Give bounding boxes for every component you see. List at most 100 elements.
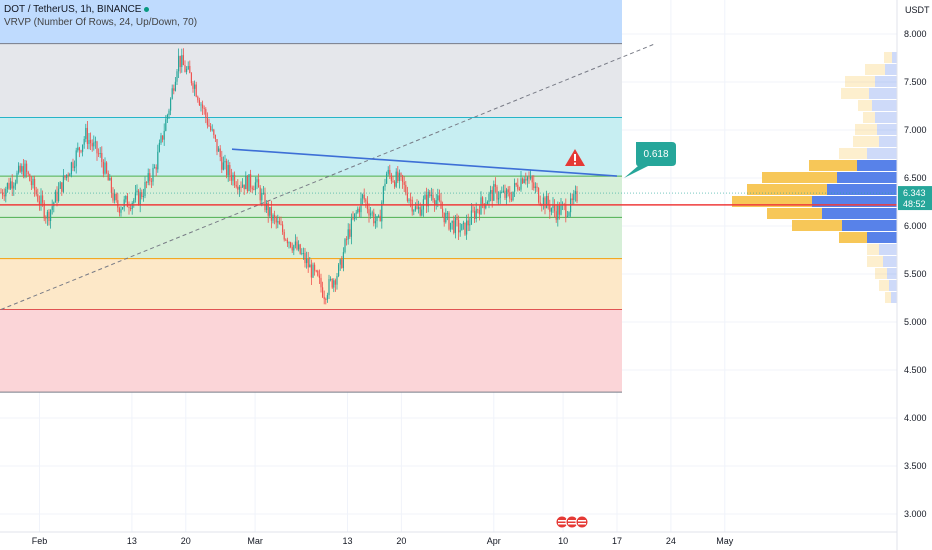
candle-body xyxy=(576,191,578,202)
candle-body xyxy=(454,217,456,233)
candle-body xyxy=(182,55,184,66)
candle-body xyxy=(438,195,440,201)
candle-body xyxy=(507,189,509,193)
candle-body xyxy=(322,287,324,297)
candle-body xyxy=(264,192,266,211)
candle-body xyxy=(466,220,468,235)
volume-bar-down xyxy=(885,292,891,303)
candles[interactable] xyxy=(0,48,578,305)
candle-body xyxy=(272,215,274,221)
candle-body xyxy=(406,193,408,201)
volume-bar-up xyxy=(879,136,897,147)
candle-body xyxy=(291,247,293,251)
candle-body xyxy=(96,141,98,154)
current-price-tag-bg xyxy=(898,186,932,211)
time-axis[interactable]: Feb 13 20 Mar 13 20 Apr 10 17 24 May xyxy=(0,531,897,546)
candle-body xyxy=(331,278,333,288)
candle-body xyxy=(160,135,162,143)
candle-body xyxy=(435,200,437,206)
candle-body xyxy=(98,153,100,155)
candle-body xyxy=(550,208,552,212)
candle-body xyxy=(238,186,240,190)
candle-body xyxy=(461,224,463,231)
flag-stripe xyxy=(558,523,566,525)
candle-body xyxy=(179,55,181,68)
time-tick-label: 20 xyxy=(181,536,191,546)
candle-body xyxy=(174,81,176,91)
candle-body xyxy=(555,211,557,220)
candle-body xyxy=(219,148,221,157)
candle-body xyxy=(11,181,13,189)
candle-body xyxy=(216,138,218,152)
candle-body xyxy=(192,83,194,89)
candle-body xyxy=(350,218,352,237)
candle-body xyxy=(120,209,122,213)
candle-body xyxy=(370,213,372,216)
volume-bar-down xyxy=(863,112,875,123)
candle-body xyxy=(5,188,7,197)
price-axis-currency: USDT xyxy=(905,5,930,15)
price-axis[interactable]: USDT 8.000 7.500 7.000 6.500 6.000 5.500 5.000 4… xyxy=(896,0,930,550)
candle-body xyxy=(488,193,490,202)
candle-body xyxy=(299,244,301,254)
candle-body xyxy=(66,174,68,178)
warning-mark-dot xyxy=(574,162,576,165)
candle-body xyxy=(114,193,116,201)
candle-body xyxy=(477,209,479,211)
candle-body xyxy=(523,179,525,184)
candle-body xyxy=(237,186,239,190)
candle-body xyxy=(315,270,317,272)
candle-body xyxy=(248,174,250,192)
candle-body xyxy=(27,171,29,175)
candle-body xyxy=(298,244,300,250)
candle-body xyxy=(229,165,231,176)
candle-body xyxy=(515,183,517,185)
candle-body xyxy=(126,196,128,208)
candle-body xyxy=(43,202,45,219)
candle-body xyxy=(62,175,64,192)
candle-body xyxy=(312,264,314,278)
fib-band xyxy=(0,0,622,44)
candle-body xyxy=(446,212,448,214)
candle-body xyxy=(154,167,156,169)
candle-body xyxy=(146,182,148,183)
candle-body xyxy=(442,208,444,213)
candle-body xyxy=(144,182,146,196)
fib-retracement[interactable] xyxy=(0,0,622,393)
candle-body xyxy=(77,147,79,151)
candle-body xyxy=(235,185,237,187)
candle-body xyxy=(336,276,338,285)
warning-mark-bar xyxy=(574,154,576,161)
candle-body xyxy=(206,117,208,126)
candle-body xyxy=(240,186,242,188)
candle-body xyxy=(270,207,272,221)
candle-body xyxy=(517,184,519,190)
candle-body xyxy=(61,182,63,192)
candle-body xyxy=(75,150,77,167)
candle-body xyxy=(400,173,402,176)
candle-body xyxy=(152,167,154,182)
candle-body xyxy=(90,139,92,144)
fib-callout[interactable]: 0.618 xyxy=(624,142,676,178)
candle-body xyxy=(109,177,111,181)
resistance-trend-line[interactable] xyxy=(231,148,618,177)
time-tick-label: Mar xyxy=(247,536,263,546)
candle-body xyxy=(30,181,32,186)
candle-body xyxy=(150,180,152,182)
candle-body xyxy=(262,192,264,194)
candle-body xyxy=(434,200,436,206)
candle-body xyxy=(301,253,303,255)
candle-body xyxy=(283,232,285,240)
candle-body xyxy=(285,239,287,241)
diagonal-trend-line[interactable] xyxy=(0,43,656,310)
candle-body xyxy=(163,130,165,140)
candle-body xyxy=(395,171,397,187)
candle-body xyxy=(389,169,391,175)
candle-body xyxy=(162,135,164,140)
candle-body xyxy=(411,199,413,212)
candle-body xyxy=(536,186,538,188)
candle-body xyxy=(320,277,322,288)
candle-body xyxy=(493,184,495,201)
candle-body xyxy=(373,212,375,224)
